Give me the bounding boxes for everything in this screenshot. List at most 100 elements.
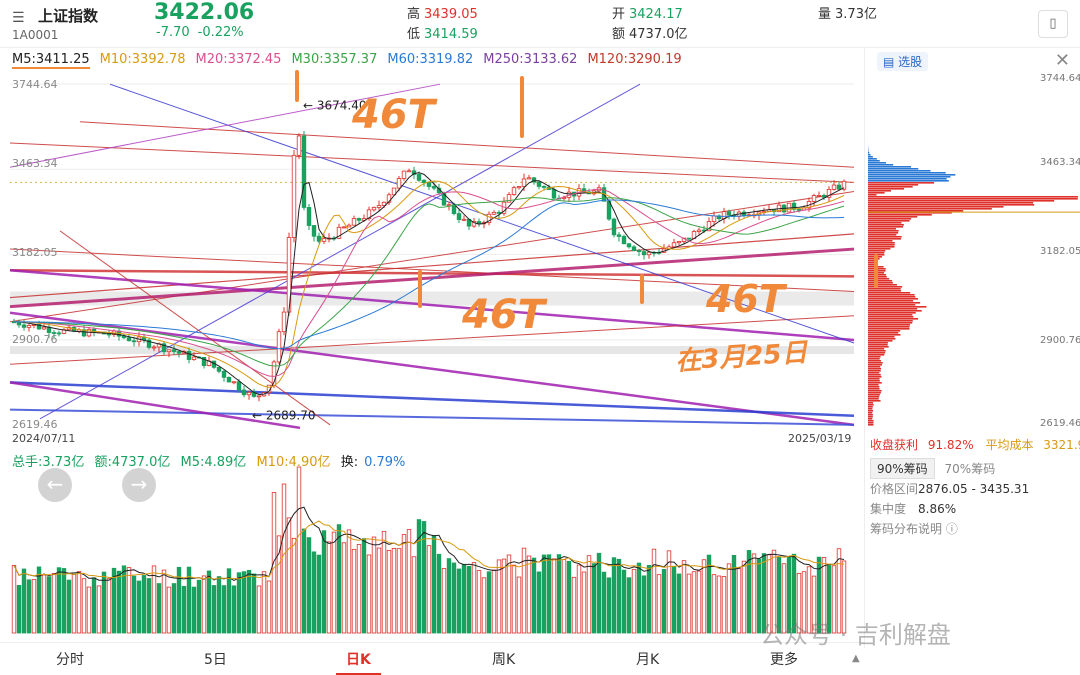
chip-bar	[868, 370, 881, 372]
r-y-label-2: 3463.34	[1040, 157, 1080, 168]
ma-curve	[13, 172, 845, 395]
volume-bar	[801, 571, 807, 634]
volume-bar	[221, 585, 227, 634]
chip-bar	[868, 414, 873, 416]
candle-body	[641, 251, 647, 256]
volume-bar	[491, 569, 497, 634]
volume-bar	[386, 549, 392, 634]
volume-bar	[696, 570, 702, 634]
annotation-text: 46T	[705, 277, 788, 321]
r-y-label-1: 3744.64	[1040, 73, 1080, 84]
candle-body	[281, 311, 287, 333]
phone-icon[interactable]: ▯	[1038, 10, 1068, 38]
volume-bar	[746, 550, 752, 634]
chip-bar	[868, 260, 877, 262]
volume-bar	[651, 548, 657, 634]
candle-body	[616, 234, 622, 237]
tab-90-chips[interactable]: 90%筹码	[870, 458, 935, 479]
tab-1[interactable]: 5日	[204, 652, 227, 668]
volume-bar	[326, 541, 332, 634]
candle-body	[621, 236, 627, 245]
tab-70-chips[interactable]: 70%筹码	[944, 462, 996, 476]
candle-body	[336, 226, 342, 239]
help-link[interactable]: 筹码分布说明 ⓘ	[870, 522, 958, 536]
volume-bar	[111, 567, 117, 634]
volume-bar	[771, 549, 777, 634]
volume-bar	[646, 564, 652, 634]
candle-body	[356, 218, 362, 221]
candle-body	[186, 351, 192, 360]
low-value: 3414.59	[424, 27, 478, 42]
volume-bar	[551, 558, 557, 634]
candle-body	[271, 361, 277, 386]
chip-bar	[868, 180, 949, 182]
chip-bar	[868, 202, 1034, 204]
chip-bar	[868, 302, 921, 304]
chip-bar	[868, 368, 881, 370]
chip-bar	[868, 314, 913, 316]
close-icon[interactable]: ✕	[1054, 50, 1070, 71]
tab-5[interactable]: 更多	[770, 652, 798, 668]
candle-body	[411, 170, 417, 175]
menu-icon[interactable]: ☰	[12, 10, 25, 26]
chip-bar	[868, 210, 964, 212]
chip-bar	[868, 290, 902, 292]
y-label-4: 2900.76	[12, 333, 58, 346]
chip-bar	[868, 288, 901, 290]
candle-body	[431, 186, 437, 189]
select-stock-button[interactable]: ▤ 选股	[877, 52, 929, 71]
chip-bar	[868, 398, 879, 400]
volume-m10: M10:4.90亿	[256, 455, 331, 470]
candle-body	[461, 218, 467, 221]
chip-bar	[868, 420, 874, 422]
volume-value: 3.73亿	[835, 7, 877, 22]
volume-bar	[466, 565, 472, 634]
y-label-3: 3182.05	[12, 246, 58, 259]
candle-body	[551, 189, 557, 199]
arrow-right-icon[interactable]: →	[122, 468, 156, 502]
kline-chart[interactable]: ← 3674.40 ← 2689.70 46T 46T 46T 在3月25日	[0, 70, 856, 430]
volume-bar	[251, 573, 257, 634]
chip-bar	[868, 400, 881, 402]
tabs-expand-icon[interactable]: ▲	[852, 653, 860, 664]
tab-2[interactable]: 日K	[336, 649, 381, 675]
chip-bar	[868, 240, 893, 242]
volume-bar	[391, 547, 397, 634]
tab-0[interactable]: 分时	[56, 652, 84, 668]
volume-bar	[546, 554, 552, 634]
tab-4[interactable]: 月K	[636, 652, 660, 668]
amount-stat: 额 4737.0亿	[612, 27, 688, 42]
candle-body	[191, 356, 197, 360]
chip-bar	[868, 384, 879, 386]
volume-bar	[376, 547, 382, 634]
chip-bar	[868, 306, 927, 308]
candle-body	[366, 209, 372, 219]
candle-body	[341, 226, 347, 229]
quote-header: ☰ 上证指数 1A0001 3422.06 -7.70 -0.22% 高 3439.…	[0, 0, 1080, 48]
ma-curve	[13, 188, 845, 377]
change-percent: -0.22%	[197, 25, 244, 40]
chip-bar	[868, 394, 880, 396]
candle-body	[426, 182, 432, 187]
volume-bar	[726, 563, 732, 634]
volume-bar	[206, 570, 212, 634]
candle-body	[611, 218, 617, 236]
volume-bar	[121, 565, 127, 634]
chip-bar	[868, 262, 877, 264]
chip-bar	[868, 172, 946, 174]
volume-bar	[256, 585, 262, 634]
tab-3[interactable]: 周K	[492, 652, 516, 668]
volume-bar	[396, 548, 402, 634]
candle-body	[171, 349, 177, 352]
index-name: 上证指数	[38, 7, 99, 25]
trend-line	[9, 381, 855, 417]
r-y-label-3: 3182.05	[1040, 246, 1080, 257]
arrow-left-icon[interactable]: ←	[38, 468, 72, 502]
volume-bar	[641, 575, 647, 634]
volume-chart[interactable]	[0, 466, 856, 636]
chip-bar	[868, 378, 880, 380]
candle-body	[471, 221, 477, 227]
volume-bar	[616, 558, 622, 634]
chip-bar	[868, 206, 1004, 208]
chip-bar	[868, 356, 881, 358]
